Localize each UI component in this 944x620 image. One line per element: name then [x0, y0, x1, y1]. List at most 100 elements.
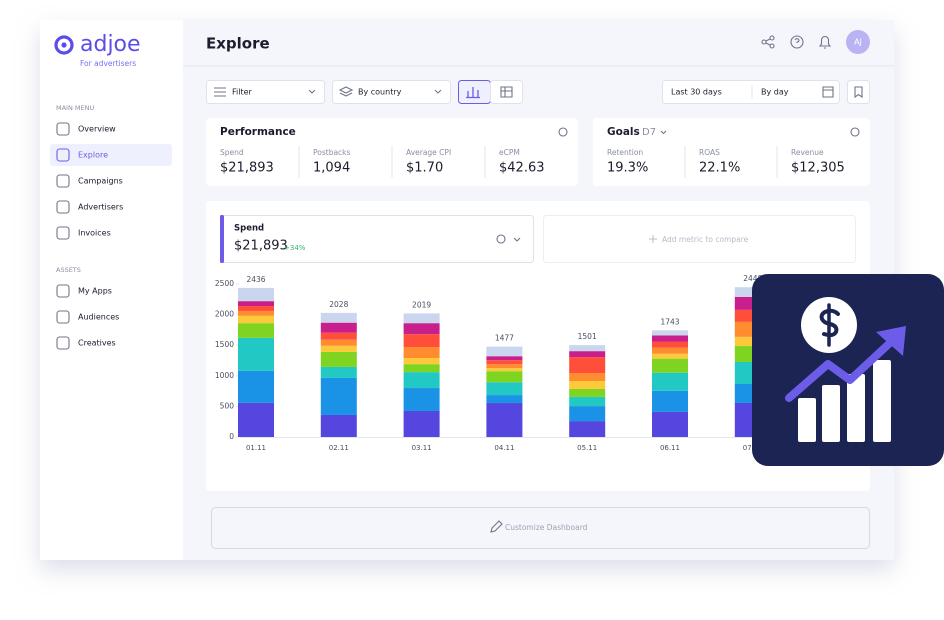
nav-icon: [56, 200, 70, 214]
spend-label: Spend: [234, 224, 264, 234]
chart-card: [206, 201, 870, 491]
add-metric-label: Add metric to compare: [662, 235, 749, 244]
add-metric[interactable]: Add metric to compare: [543, 215, 856, 263]
avatar[interactable]: [846, 30, 870, 54]
nav-item[interactable]: Advertisers: [78, 203, 123, 212]
nav-icon: [56, 226, 70, 240]
nav-item[interactable]: My Apps: [78, 287, 112, 296]
y-tick-label: 2000: [215, 310, 234, 319]
bar-segment: [569, 388, 606, 397]
bar-segment: [652, 390, 688, 412]
metric-label: Postbacks: [313, 148, 351, 157]
metric-label: ROAS: [699, 148, 720, 157]
bar-segment: [652, 411, 688, 437]
bar-segment: [238, 337, 274, 371]
bar-segment: [486, 371, 523, 383]
nav-item[interactable]: Explore: [78, 151, 108, 160]
info-icon[interactable]: [558, 127, 568, 137]
performance-title: Performance: [220, 126, 296, 138]
nav-icon: [56, 148, 70, 162]
goals-card: [593, 118, 870, 186]
bar-segment: [403, 334, 440, 348]
bar-segment: [403, 388, 440, 411]
y-tick-label: 1500: [215, 340, 234, 349]
bar-segment: [569, 421, 606, 437]
table-view-toggle[interactable]: [490, 80, 523, 104]
bar-total: 1743: [660, 317, 679, 326]
y-tick-label: 2500: [215, 279, 234, 288]
bar-segment: [652, 353, 688, 359]
nav-icon: [56, 336, 70, 350]
growth-badge: [752, 274, 944, 466]
x-tick-label: 06.11: [660, 444, 680, 452]
bar-segment: [320, 322, 357, 333]
range-label: Last 30 days: [671, 88, 722, 97]
info-icon[interactable]: [850, 127, 860, 137]
bar-segment: [238, 301, 274, 307]
nav-item[interactable]: Creatives: [78, 339, 116, 348]
x-tick-label: 05.11: [577, 444, 597, 452]
bar-segment: [569, 345, 606, 352]
bar-segment: [238, 323, 274, 338]
filter-dropdown[interactable]: Filter: [206, 80, 325, 104]
bar-segment: [403, 347, 440, 359]
nav-item[interactable]: Audiences: [78, 313, 119, 322]
bar-segment: [652, 330, 688, 336]
bar-segment: [320, 339, 357, 346]
nav-item[interactable]: Campaigns: [78, 177, 123, 186]
metric-label: Average CPI: [406, 148, 451, 157]
nav-icon: [56, 122, 70, 136]
bar-segment: [486, 403, 523, 437]
bar-segment: [569, 357, 606, 374]
chart-view-toggle[interactable]: [458, 80, 491, 104]
customize-button[interactable]: Customize Dashboard: [211, 507, 870, 549]
help-icon[interactable]: [790, 35, 804, 49]
bar-segment: [569, 373, 606, 382]
spend-change: +34%: [284, 244, 306, 252]
bar-segment: [486, 356, 523, 361]
bell-icon[interactable]: [818, 35, 832, 49]
bar-segment: [238, 287, 274, 302]
share-icon[interactable]: [761, 35, 775, 49]
bar-segment: [403, 410, 440, 437]
metric-label: eCPM: [499, 148, 520, 157]
bar-segment: [320, 377, 357, 415]
spend-value: $21,893: [234, 239, 288, 254]
date-range-picker[interactable]: Last 30 days By day: [662, 80, 840, 104]
spend-selector[interactable]: Spend $21,893 +34%: [220, 215, 534, 263]
nav-item[interactable]: Invoices: [78, 229, 111, 238]
bookmark-button[interactable]: [847, 80, 870, 104]
bar-segment: [320, 312, 357, 323]
bar-segment: [238, 370, 274, 403]
bar-segment: [320, 351, 357, 367]
nav-active: [50, 144, 172, 166]
metric-value: $21,893: [220, 161, 274, 176]
bar-total: 1477: [495, 334, 514, 343]
interval-label: By day: [761, 88, 789, 97]
bar-segment: [238, 315, 274, 324]
goals-period[interactable]: D7: [642, 127, 656, 138]
bar-segment: [486, 364, 523, 369]
bar-segment: [569, 396, 606, 407]
bar-segment: [403, 364, 440, 373]
bar-segment: [238, 402, 274, 437]
group-label: By country: [358, 88, 402, 97]
bar-segment: [569, 406, 606, 422]
bar-segment: [652, 358, 688, 373]
y-tick-label: 0: [229, 432, 234, 441]
bar-segment: [486, 395, 523, 404]
page-title: Explore: [206, 35, 270, 53]
bar-segment: [569, 351, 606, 358]
sidebar: [40, 20, 183, 560]
x-tick-label: 03.11: [412, 444, 432, 452]
x-tick-label: 04.11: [494, 444, 514, 452]
metric-value: 1,094: [313, 161, 350, 176]
period-chevron: [660, 130, 667, 135]
nav-item[interactable]: Overview: [78, 125, 116, 134]
section-title: MAIN MENU: [56, 104, 94, 112]
avatar-initials: AJ: [854, 38, 862, 47]
metric-value: 22.1%: [699, 161, 740, 176]
group-dropdown[interactable]: By country: [332, 80, 451, 104]
bar-segment: [403, 313, 440, 324]
